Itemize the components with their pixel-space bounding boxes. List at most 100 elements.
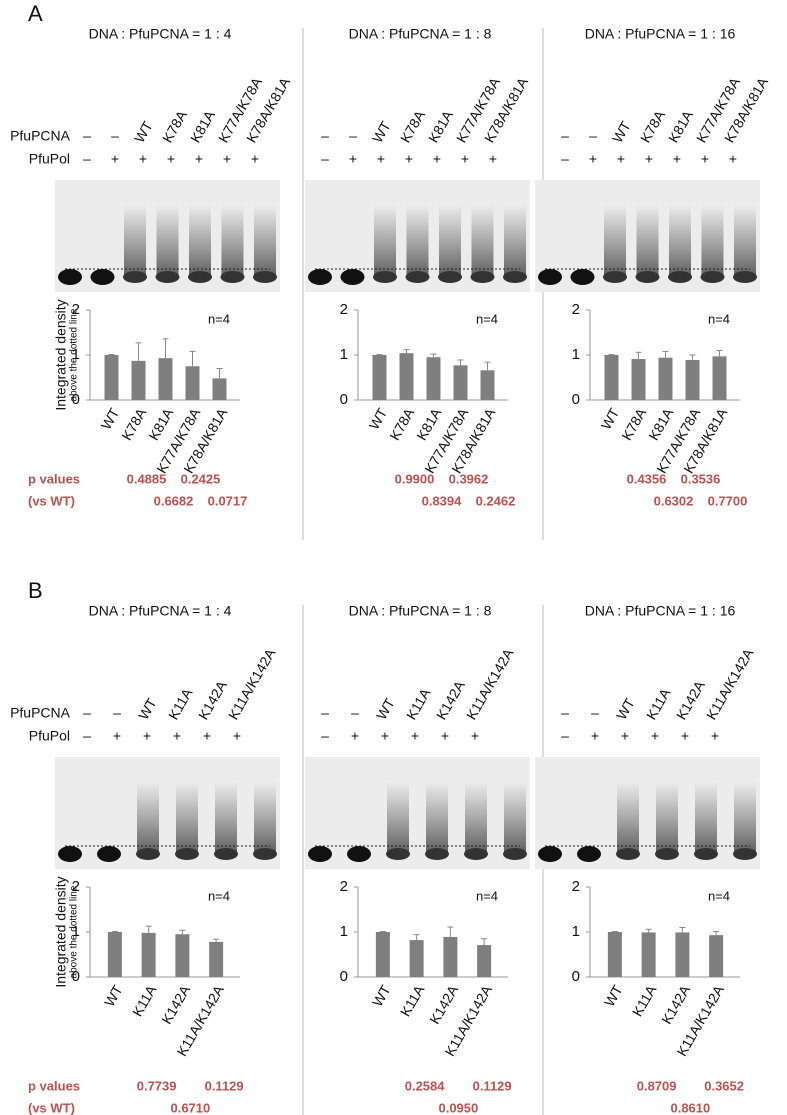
gel-smear	[254, 205, 276, 275]
lane-sign: +	[233, 728, 241, 744]
lane-sign: –	[561, 728, 569, 744]
p-value: 0.2584	[405, 1078, 446, 1093]
lane-label: K78A	[159, 107, 190, 145]
lane-sign: +	[701, 151, 709, 167]
row-label: PfuPol	[29, 728, 70, 744]
lane-label: K78A	[397, 107, 428, 145]
x-tick-label: K78A	[118, 405, 149, 443]
gel-band	[700, 271, 725, 283]
lane-sign: –	[321, 728, 329, 744]
lane-label: WT	[613, 695, 638, 722]
gel-band	[668, 271, 692, 283]
x-tick-label: WT	[98, 405, 123, 432]
bar	[685, 359, 700, 400]
gel-smear	[504, 782, 526, 852]
gel-band	[253, 848, 277, 860]
lane-sign: +	[673, 151, 681, 167]
lane-sign: +	[617, 151, 625, 167]
bar	[372, 355, 387, 400]
gel-smear	[387, 782, 409, 852]
lane-sign: +	[111, 151, 119, 167]
bar	[658, 357, 673, 400]
row-label: PfuPCNA	[10, 128, 71, 144]
gel-band	[733, 848, 757, 860]
gel-band	[90, 269, 115, 285]
gel-smear	[439, 205, 461, 275]
bar	[209, 941, 224, 977]
gel-band	[616, 848, 640, 860]
gel	[55, 757, 280, 869]
gel-band	[425, 848, 449, 860]
lane-sign: +	[203, 728, 211, 744]
gel-smear	[189, 205, 211, 275]
gel-smear	[669, 205, 691, 275]
gel-band	[603, 271, 627, 283]
x-tick-label: WT	[101, 982, 126, 1009]
p-value: 0.3962	[449, 471, 489, 486]
lane-sign: –	[83, 151, 91, 167]
y-axis-label: Integrated density	[53, 876, 69, 987]
y-tick-label: 1	[72, 346, 80, 363]
panel-label: A	[28, 1, 43, 26]
lane-label: K11A	[643, 685, 674, 722]
y-tick-label: 2	[72, 878, 80, 895]
bar	[375, 932, 390, 977]
bar	[453, 365, 468, 400]
lane-sign: +	[441, 728, 449, 744]
lane-sign: +	[651, 728, 659, 744]
lane-sign: +	[681, 728, 689, 744]
annotation: n=4	[708, 888, 730, 903]
gel-band	[405, 271, 430, 283]
lane-sign: +	[195, 151, 203, 167]
y-tick-label: 1	[572, 346, 580, 363]
y-tick-label: 1	[340, 346, 348, 363]
p-value: 0.8709	[637, 1078, 677, 1093]
bar	[641, 932, 656, 977]
gel-smear	[124, 205, 146, 275]
lane-sign: +	[591, 728, 599, 744]
lane-sign: +	[645, 151, 653, 167]
bar	[631, 359, 646, 400]
lane-sign: +	[167, 151, 175, 167]
y-axis-label: above the dotted line	[69, 308, 80, 401]
gel-band	[58, 846, 82, 862]
annotation: n=4	[208, 311, 230, 326]
gel-band	[438, 271, 462, 283]
y-tick-label: 0	[72, 968, 80, 985]
p-label: (vs WT)	[28, 1100, 75, 1115]
bar	[185, 366, 200, 400]
lane-label: –	[111, 128, 119, 144]
x-tick-label: WT	[366, 405, 391, 432]
gel-smear	[617, 782, 639, 852]
gel-smear	[426, 782, 448, 852]
lane-label: –	[349, 128, 357, 144]
p-value: 0.8394	[422, 493, 463, 508]
gel-band	[123, 271, 147, 283]
bar	[477, 945, 492, 977]
p-label: p values	[28, 471, 80, 486]
gel-smear	[254, 782, 276, 852]
y-tick-label: 1	[340, 923, 348, 940]
gel-band	[655, 848, 679, 860]
gel-band	[308, 269, 332, 285]
x-tick-label: K142A	[158, 982, 193, 1027]
lane-label: –	[321, 128, 329, 144]
lane-sign: +	[433, 151, 441, 167]
lane-sign: +	[377, 151, 385, 167]
y-axis-label: Integrated density	[53, 299, 69, 410]
gel-smear	[137, 782, 159, 852]
chart-title: DNA : PfuPCNA = 1 : 16	[585, 603, 736, 619]
y-tick-label: 0	[572, 391, 580, 408]
gel-band	[733, 271, 757, 283]
p-value: 0.1129	[205, 1078, 244, 1093]
y-tick-label: 0	[72, 391, 80, 408]
lane-label: K142A	[195, 677, 230, 722]
bar	[426, 357, 441, 400]
lane-label: WT	[135, 695, 160, 722]
panel-label: B	[28, 578, 43, 603]
y-tick-label: 2	[340, 878, 348, 895]
x-tick-label: K78A	[386, 405, 417, 443]
bar	[443, 936, 458, 977]
p-value: 0.7700	[708, 493, 748, 508]
lane-sign: +	[729, 151, 737, 167]
